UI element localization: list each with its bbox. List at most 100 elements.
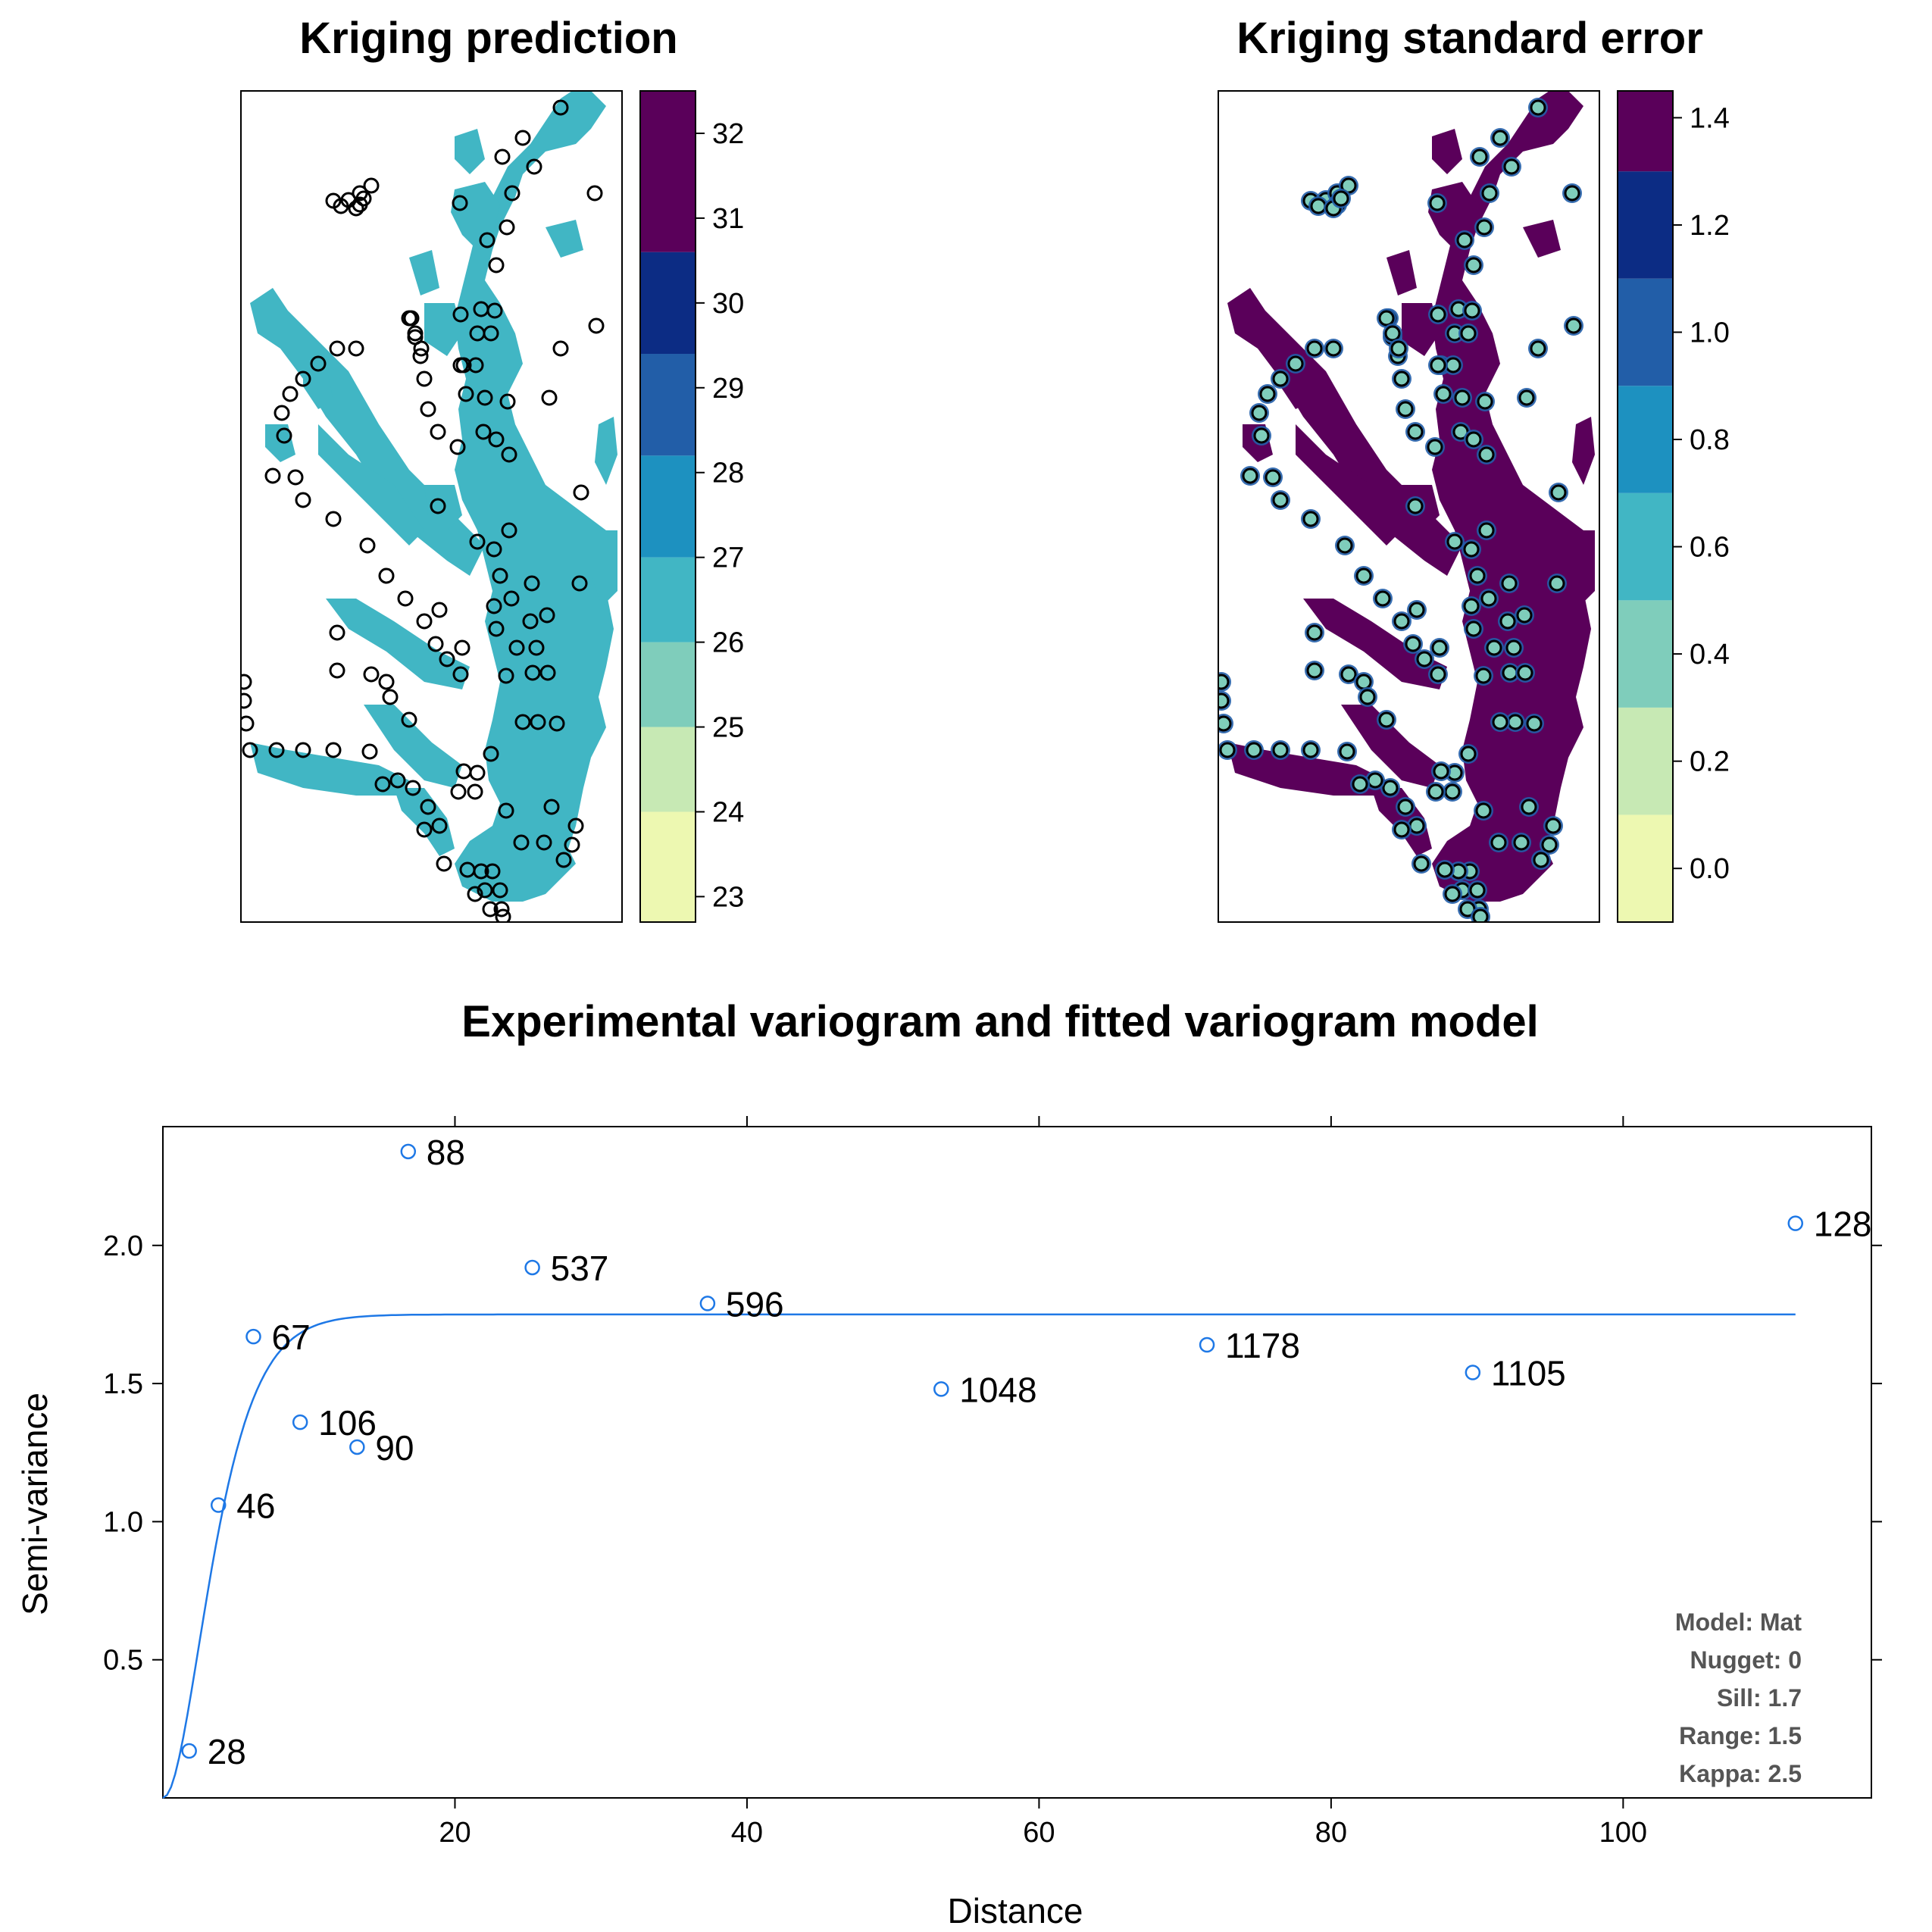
stderr-site-point bbox=[1521, 799, 1537, 815]
x-tick-label: 40 bbox=[731, 1817, 763, 1849]
stderr-site-point bbox=[1251, 405, 1268, 421]
stderr-site-point bbox=[1517, 664, 1533, 681]
prediction-site-point bbox=[436, 855, 452, 872]
stderr-site-point bbox=[1492, 130, 1508, 146]
prediction-site-point bbox=[549, 715, 565, 732]
variogram-point-label: 1048 bbox=[959, 1370, 1036, 1409]
stderr-site-point bbox=[1413, 855, 1430, 872]
stderr-colorbar-band bbox=[1618, 707, 1673, 815]
stderr-site-point bbox=[1219, 692, 1230, 709]
variogram-point-label: 128 bbox=[1814, 1205, 1872, 1244]
stderr-site-point bbox=[1478, 522, 1495, 539]
variogram-point bbox=[1465, 1365, 1481, 1380]
stderr-site-point bbox=[1333, 190, 1349, 207]
stderr-site-point bbox=[1501, 575, 1518, 592]
prediction-site-point bbox=[477, 389, 493, 406]
prediction-site-point bbox=[295, 742, 311, 758]
stderr-site-point bbox=[1272, 370, 1289, 387]
stderr-site-point bbox=[1463, 598, 1480, 614]
stderr-site-point bbox=[1471, 148, 1488, 165]
prediction-site-point bbox=[363, 177, 380, 194]
prediction-site-point bbox=[325, 511, 342, 527]
stderr-site-point bbox=[1430, 306, 1446, 323]
prediction-site-point bbox=[268, 742, 285, 758]
stderr-map bbox=[1219, 92, 1595, 921]
prediction-site-point bbox=[264, 467, 281, 484]
stderr-site-point bbox=[1393, 613, 1410, 630]
prediction-site-point bbox=[242, 715, 255, 732]
prediction-site-point bbox=[586, 185, 603, 202]
prediction-site-point bbox=[571, 575, 588, 592]
prediction-site-point bbox=[276, 427, 292, 444]
prediction-site-point bbox=[492, 567, 508, 584]
stderr-colorbar-band bbox=[1618, 278, 1673, 386]
stderr-site-point bbox=[1490, 834, 1507, 851]
prediction-site-point bbox=[504, 185, 521, 202]
stderr-site-point bbox=[1430, 357, 1446, 374]
stderr-colorbar-tick-label: 0.2 bbox=[1690, 746, 1730, 778]
stderr-site-point bbox=[1469, 567, 1486, 584]
stderr-site-point bbox=[1541, 836, 1558, 853]
stderr-site-point bbox=[1463, 541, 1480, 558]
stderr-colorbar-tick-label: 0.4 bbox=[1690, 639, 1730, 671]
stderr-site-point bbox=[1367, 772, 1383, 789]
stderr-site-point bbox=[1505, 639, 1522, 656]
prediction-site-point bbox=[567, 818, 584, 834]
prediction-site-point bbox=[543, 799, 560, 815]
stderr-site-point bbox=[1460, 746, 1477, 762]
prediction-site-point bbox=[355, 190, 372, 207]
stderr-site-point bbox=[1393, 821, 1410, 838]
prediction-site-point bbox=[524, 664, 541, 681]
prediction-site-point bbox=[484, 863, 501, 880]
prediction-site-point bbox=[495, 908, 511, 921]
variogram-plot-frame bbox=[162, 1126, 1872, 1799]
variogram-point bbox=[524, 1259, 540, 1276]
prediction-site-point bbox=[498, 802, 514, 819]
stderr-colorbar-tick-label: 1.4 bbox=[1690, 102, 1730, 134]
stderr-colorbar-band bbox=[1618, 91, 1673, 172]
stderr-site-point bbox=[1565, 317, 1582, 334]
prediction-site-point bbox=[499, 219, 515, 236]
stderr-colorbar-tick-label: 0.8 bbox=[1690, 424, 1730, 456]
variogram-point-label: 88 bbox=[427, 1133, 465, 1172]
prediction-site-point bbox=[329, 662, 345, 679]
stderr-site-point bbox=[1526, 715, 1543, 732]
prediction-site-point bbox=[329, 624, 345, 641]
prediction-site-point bbox=[450, 783, 467, 800]
prediction-site-point bbox=[431, 818, 448, 834]
stderr-site-point bbox=[1352, 776, 1368, 792]
variogram-model-line bbox=[162, 1313, 1796, 1799]
stderr-site-point bbox=[1444, 783, 1461, 800]
stderr-colorbar: 1.4 1.2 1.0 0.8 0.6 0.4 0.2 0.0 bbox=[1617, 90, 1730, 923]
prediction-colorbar-tick-label: 30 bbox=[712, 288, 744, 320]
prediction-site-point bbox=[452, 195, 468, 211]
stderr-site-point bbox=[1219, 742, 1236, 758]
stderr-site-point bbox=[1427, 783, 1444, 800]
stderr-site-point bbox=[1533, 852, 1549, 868]
x-axis-label: Distance bbox=[948, 1891, 1083, 1930]
stderr-site-point bbox=[1397, 799, 1414, 815]
stderr-site-point bbox=[1464, 302, 1480, 319]
stderr-site-point bbox=[1306, 340, 1323, 357]
prediction-site-point bbox=[536, 834, 552, 851]
stderr-title: Kriging standard error bbox=[1236, 14, 1703, 63]
prediction-site-point bbox=[486, 541, 502, 558]
stderr-site-point bbox=[1287, 355, 1304, 372]
prediction-site-point bbox=[333, 198, 349, 214]
stderr-site-point bbox=[1545, 818, 1562, 834]
prediction-site-point bbox=[522, 613, 539, 630]
stderr-site-point bbox=[1499, 613, 1516, 630]
prediction-site-point bbox=[459, 861, 476, 878]
prediction-colorbar-tick-label: 26 bbox=[712, 627, 744, 659]
prediction-site-point bbox=[363, 666, 380, 683]
stderr-site-point bbox=[1378, 310, 1395, 327]
prediction-site-point bbox=[552, 340, 569, 357]
prediction-site-point bbox=[488, 431, 505, 448]
variogram-point bbox=[292, 1414, 308, 1430]
stderr-colorbar-band bbox=[1618, 600, 1673, 708]
variogram-point bbox=[699, 1296, 716, 1311]
stderr-site-point bbox=[1253, 427, 1270, 444]
stderr-site-point bbox=[1355, 567, 1372, 584]
prediction-site-point bbox=[467, 886, 483, 902]
